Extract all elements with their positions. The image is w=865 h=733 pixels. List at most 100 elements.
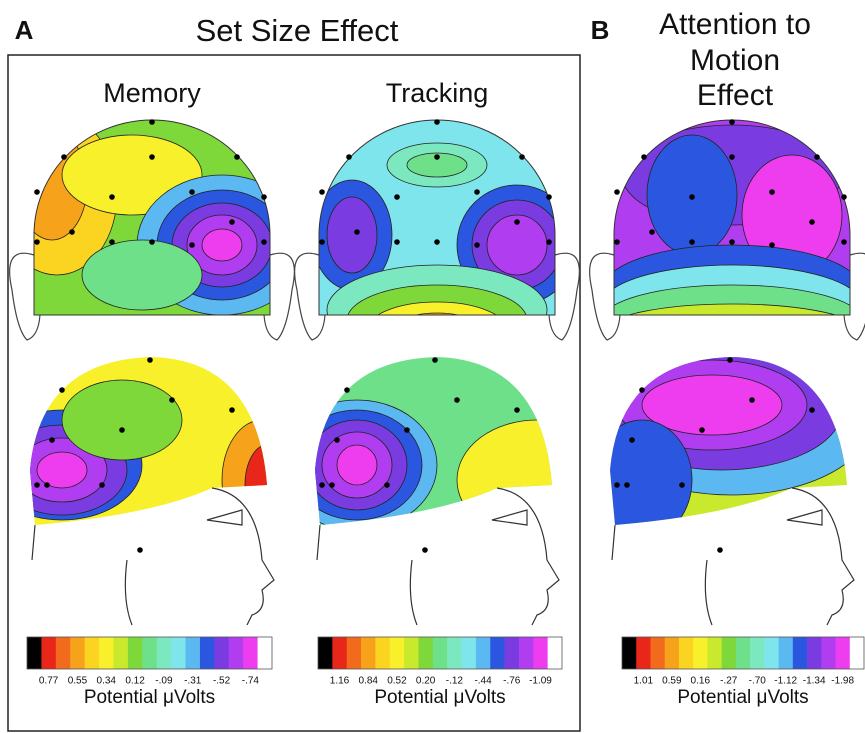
electrode bbox=[841, 194, 847, 200]
electrode bbox=[109, 194, 115, 200]
colorbar-swatch bbox=[722, 637, 737, 669]
colorbar-swatch bbox=[418, 637, 433, 669]
electrode bbox=[189, 189, 195, 195]
colorbar-swatch bbox=[404, 637, 419, 669]
electrode bbox=[699, 427, 705, 433]
colorbar-tick-label: 0.12 bbox=[125, 676, 145, 687]
panel-label: A bbox=[15, 15, 34, 45]
colorbar-tick-label: 0.59 bbox=[662, 676, 682, 687]
colorbar-tick-label: 0.34 bbox=[97, 676, 117, 687]
colorbar-swatch bbox=[548, 637, 563, 669]
colorbar-swatch bbox=[99, 637, 114, 669]
colorbar-swatch bbox=[70, 637, 85, 669]
electrode bbox=[769, 189, 775, 195]
colorbar-swatch bbox=[821, 637, 836, 669]
electrode bbox=[234, 154, 240, 160]
contour bbox=[602, 320, 862, 360]
colorbar-swatch bbox=[390, 637, 405, 669]
electrode bbox=[354, 229, 360, 235]
colorbar-tick-label: 0.52 bbox=[387, 676, 407, 687]
colorbar-swatch bbox=[318, 637, 333, 669]
colorbar-axis-label: Potential μVolts bbox=[677, 687, 808, 708]
colorbar-swatch bbox=[85, 637, 100, 669]
topomap-top bbox=[602, 100, 862, 360]
electrode bbox=[679, 482, 685, 488]
colorbar-swatch bbox=[243, 637, 258, 669]
colorbar-tick-label: 0.16 bbox=[691, 676, 711, 687]
electrode bbox=[109, 239, 115, 245]
electrode bbox=[384, 482, 390, 488]
colorbar-swatch bbox=[764, 637, 779, 669]
figure: A Set Size Effect Memory Tracking B Atte… bbox=[0, 0, 865, 733]
electrode bbox=[546, 194, 552, 200]
colorbar-tick-label: 1.01 bbox=[634, 676, 654, 687]
colorbar-swatch bbox=[142, 637, 157, 669]
electrode bbox=[394, 194, 400, 200]
colorbar-tick-label: -1.98 bbox=[831, 676, 854, 687]
electrode bbox=[344, 387, 350, 393]
eye bbox=[207, 510, 242, 525]
colorbar-swatch bbox=[650, 637, 665, 669]
electrode bbox=[514, 219, 520, 225]
electrode bbox=[454, 397, 460, 403]
contour bbox=[387, 313, 487, 357]
panel-title: Set Size Effect bbox=[196, 13, 399, 48]
colorbar-swatch bbox=[347, 637, 362, 669]
colorbar-swatch bbox=[462, 637, 477, 669]
contour bbox=[202, 229, 242, 261]
contour bbox=[327, 197, 377, 273]
electrode bbox=[34, 482, 40, 488]
electrode bbox=[34, 189, 40, 195]
colorbar-swatch bbox=[332, 637, 347, 669]
colorbar-swatch bbox=[56, 637, 71, 669]
contour bbox=[245, 445, 289, 525]
colorbar-tick-label: -1.12 bbox=[774, 676, 797, 687]
colorbar-swatch bbox=[679, 637, 694, 669]
electrode bbox=[729, 119, 735, 125]
electrode bbox=[432, 357, 438, 363]
contour bbox=[592, 420, 692, 540]
colorbar-swatch bbox=[665, 637, 680, 669]
topomap-side bbox=[0, 350, 302, 540]
electrode bbox=[261, 194, 267, 200]
colorbar-swatch bbox=[214, 637, 229, 669]
electrode bbox=[69, 229, 75, 235]
electrode bbox=[474, 189, 480, 195]
colorbar-tick-label: -.27 bbox=[720, 676, 738, 687]
electrode bbox=[149, 154, 155, 160]
colorbar-tick-label: 0.84 bbox=[359, 676, 379, 687]
colorbar-swatch bbox=[157, 637, 172, 669]
electrode bbox=[729, 239, 735, 245]
colorbar-swatch bbox=[113, 637, 128, 669]
electrode bbox=[346, 154, 352, 160]
topomap-top bbox=[312, 100, 577, 358]
colorbar-axis-label: Potential μVolts bbox=[374, 687, 505, 708]
electrode bbox=[319, 189, 325, 195]
electrode bbox=[727, 357, 733, 363]
electrode bbox=[689, 194, 695, 200]
eye bbox=[787, 510, 822, 525]
electrode bbox=[614, 239, 620, 245]
colorbar-tick-label: -1.34 bbox=[803, 676, 826, 687]
colorbar-swatch bbox=[693, 637, 708, 669]
panel-label: B bbox=[591, 15, 610, 45]
colorbar-swatch bbox=[375, 637, 390, 669]
panel-title: Effect bbox=[697, 79, 774, 112]
contour bbox=[82, 240, 202, 310]
contour bbox=[602, 304, 862, 360]
map-title: Memory bbox=[103, 78, 201, 108]
colorbar-swatch bbox=[750, 637, 765, 669]
electrode bbox=[729, 154, 735, 160]
colorbar-tick-label: 1.16 bbox=[330, 676, 350, 687]
electrode bbox=[229, 219, 235, 225]
electrode bbox=[319, 239, 325, 245]
topomap-top bbox=[0, 100, 307, 320]
colorbar-tick-label: -.52 bbox=[213, 676, 231, 687]
colorbar-swatch bbox=[707, 637, 722, 669]
electrode bbox=[614, 189, 620, 195]
colorbar-swatch bbox=[505, 637, 520, 669]
electrode bbox=[137, 547, 143, 553]
panel-title: Attention to bbox=[659, 8, 811, 41]
electrode bbox=[434, 119, 440, 125]
electrode bbox=[61, 154, 67, 160]
